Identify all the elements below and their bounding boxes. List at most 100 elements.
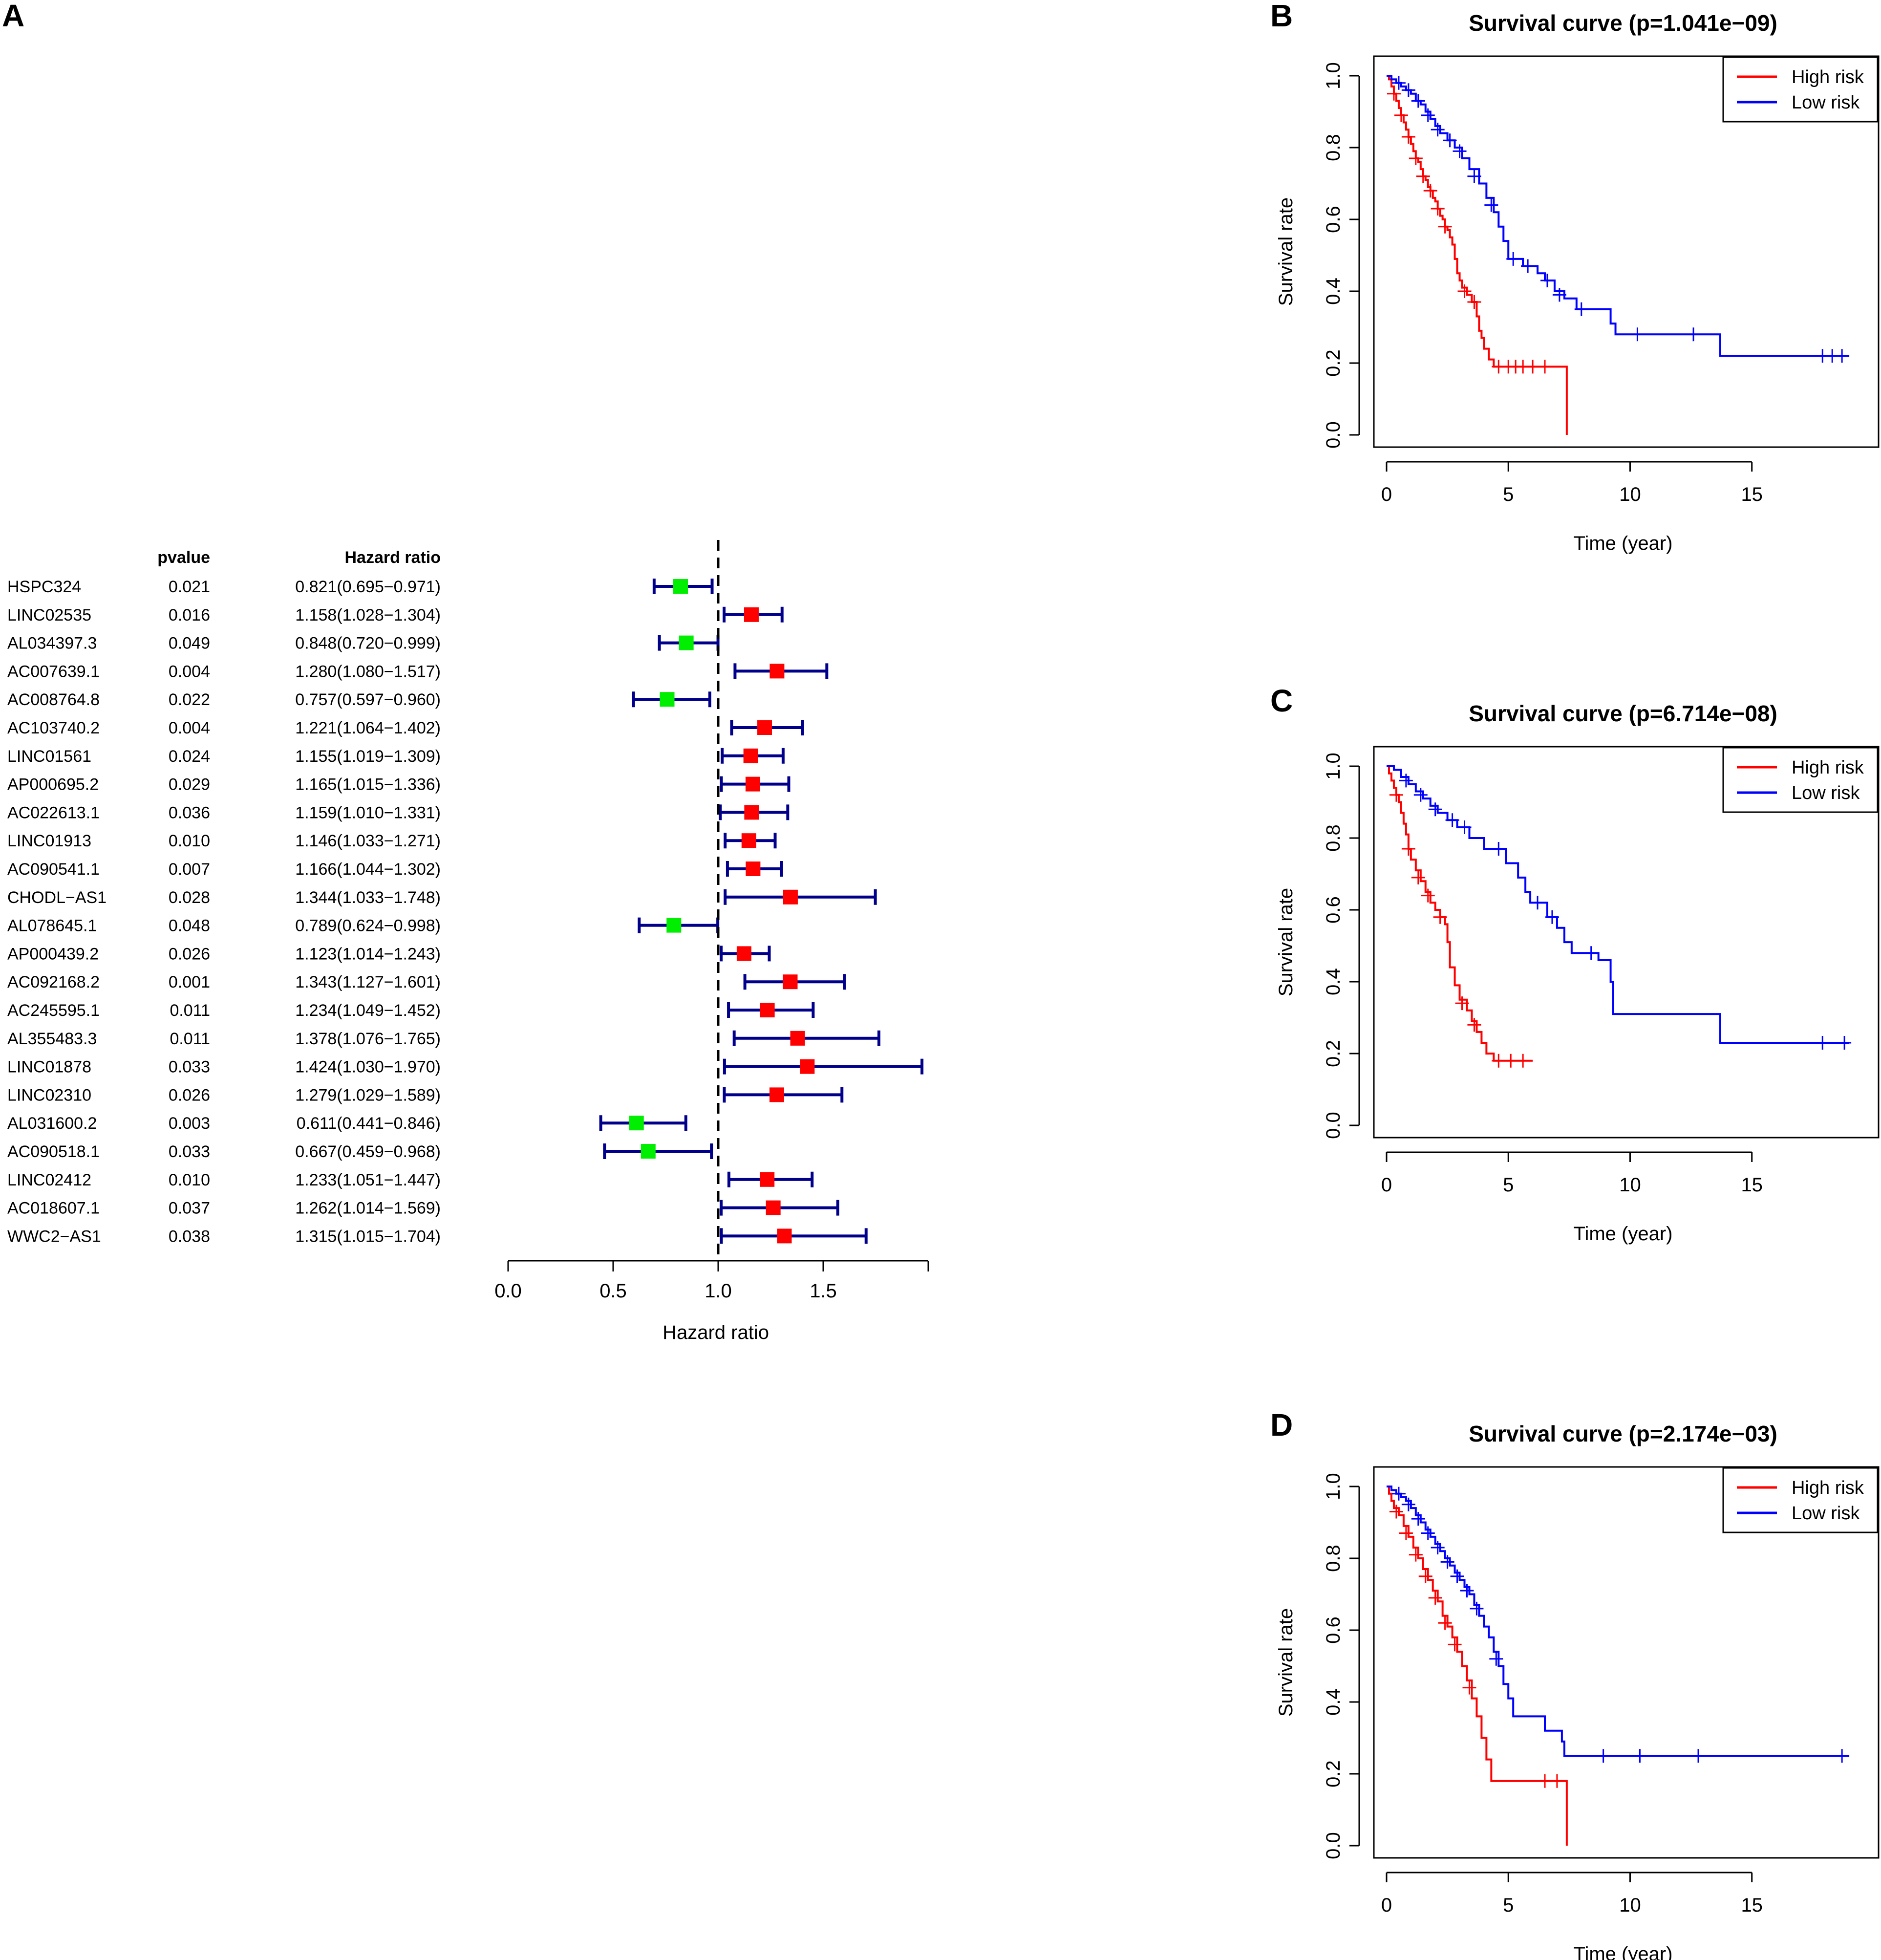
km-censor-mark xyxy=(1462,1680,1476,1695)
forest-hr-label: 1.424(1.030−1.970) xyxy=(295,1058,441,1077)
forest-pvalue-label: 0.026 xyxy=(169,945,210,963)
km-censor-mark xyxy=(1438,219,1452,234)
forest-row: HSPC324 0.021 0.821(0.695−0.971) xyxy=(7,578,714,596)
km-censor-mark xyxy=(1489,1652,1503,1666)
forest-row: LINC01913 0.010 1.146(1.033−1.271) xyxy=(7,832,777,850)
forest-row: AP000439.2 0.026 1.123(1.014−1.243) xyxy=(7,945,771,963)
km-y-tick-label: 0.4 xyxy=(1323,278,1344,305)
forest-hr-marker xyxy=(783,974,798,990)
km-legend-box xyxy=(1722,56,1879,123)
forest-gene-label: LINC02535 xyxy=(7,606,91,625)
forest-hr-label: 0.789(0.624−0.998) xyxy=(295,917,441,935)
forest-pvalue-label: 0.049 xyxy=(169,634,210,653)
km-censor-mark xyxy=(1457,284,1472,298)
km-censor-mark xyxy=(1409,151,1423,166)
km-censor-mark xyxy=(1470,1601,1484,1615)
forest-hr-label: 0.848(0.720−0.999) xyxy=(295,634,441,653)
km-censor-mark xyxy=(1421,888,1435,903)
forest-pvalue-label: 0.028 xyxy=(169,888,210,907)
km-censor-mark xyxy=(1484,198,1498,212)
forest-gene-label: AC022613.1 xyxy=(7,803,100,822)
km-censor-mark xyxy=(1450,1569,1464,1583)
forest-hr-marker xyxy=(777,1228,792,1244)
km-censor-mark xyxy=(1413,788,1428,802)
forest-row: LINC02310 0.026 1.279(1.029−1.589) xyxy=(7,1086,844,1104)
km-y-axis-title: Survival rate xyxy=(1275,1608,1297,1717)
forest-hr-label: 1.280(1.080−1.517) xyxy=(295,662,441,681)
forest-hr-label: 1.344(1.033−1.748) xyxy=(295,888,441,907)
km-censor-mark xyxy=(1540,273,1554,287)
forest-gene-label: AL034397.3 xyxy=(7,634,97,653)
forest-gene-label: LINC02412 xyxy=(7,1171,91,1189)
km-censor-mark xyxy=(1431,201,1445,215)
km-censor-mark xyxy=(1389,788,1403,802)
km-censor-mark xyxy=(1428,1591,1442,1605)
km-series-line xyxy=(1387,75,1850,357)
forest-pvalue-label: 0.011 xyxy=(170,1001,210,1020)
forest-header-hazard-ratio: Hazard ratio xyxy=(345,548,441,567)
km-x-tick-label: 0 xyxy=(1381,1895,1392,1916)
km-plot-frame xyxy=(1373,746,1880,1139)
forest-pvalue-label: 0.021 xyxy=(169,578,210,596)
forest-x-tick-label: 0.5 xyxy=(599,1280,627,1302)
km-censor-mark xyxy=(1467,169,1481,183)
forest-pvalue-label: 0.026 xyxy=(169,1086,210,1104)
forest-hr-label: 1.262(1.014−1.569) xyxy=(295,1199,441,1218)
km-legend-label: High risk xyxy=(1792,67,1864,87)
forest-pvalue-label: 0.003 xyxy=(169,1114,210,1133)
km-censor-mark xyxy=(1492,842,1506,856)
forest-plot: pvalue Hazard ratio HSPC324 0.021 0.821(0.… xyxy=(7,540,929,1343)
forest-hr-marker xyxy=(743,748,758,763)
forest-hr-marker xyxy=(744,805,759,820)
panel-letter-d: D xyxy=(1270,1407,1293,1443)
forest-pvalue-label: 0.007 xyxy=(169,860,210,879)
forest-row: AC245595.1 0.011 1.234(1.049−1.452) xyxy=(7,1001,815,1020)
forest-gene-label: LINC01878 xyxy=(7,1058,91,1077)
forest-gene-label: AC007639.1 xyxy=(7,662,100,681)
km-censor-mark xyxy=(1816,1035,1830,1050)
km-censor-mark xyxy=(1445,813,1459,827)
forest-hr-marker xyxy=(760,1172,775,1187)
forest-row: AC103740.2 0.004 1.221(1.064−1.402) xyxy=(7,719,804,737)
km-censor-mark xyxy=(1460,1584,1474,1598)
km-censor-mark xyxy=(1506,252,1520,266)
panel-letter-c: C xyxy=(1270,683,1293,718)
km-censor-mark xyxy=(1440,1555,1454,1569)
forest-pvalue-label: 0.024 xyxy=(169,747,210,766)
km-plot-b: Survival curve (p=1.041e−09) 0.0 0.2 0.4 0.6… xyxy=(1275,10,1880,554)
forest-x-tick-label: 1.0 xyxy=(705,1280,732,1302)
km-legend-label: Low risk xyxy=(1792,1503,1860,1524)
forest-hr-label: 1.159(1.010−1.331) xyxy=(295,803,441,822)
km-censor-mark xyxy=(1421,108,1435,122)
forest-hr-marker xyxy=(746,862,761,876)
km-censor-mark xyxy=(1411,870,1425,884)
km-censor-mark xyxy=(1687,327,1701,342)
forest-hr-marker xyxy=(736,946,751,961)
km-censor-mark xyxy=(1835,1749,1849,1763)
forest-hr-label: 1.158(1.028−1.304) xyxy=(295,606,441,625)
forest-row: AP000695.2 0.029 1.165(1.015−1.336) xyxy=(7,775,791,794)
forest-gene-label: AC090518.1 xyxy=(7,1142,100,1161)
km-y-tick-label: 0.0 xyxy=(1323,1112,1344,1139)
forest-pvalue-label: 0.033 xyxy=(169,1142,210,1161)
forest-gene-label: AC090541.1 xyxy=(7,860,100,879)
forest-gene-label: AL031600.2 xyxy=(7,1114,97,1133)
km-plot-frame xyxy=(1373,1466,1880,1859)
km-legend-label: High risk xyxy=(1792,1478,1864,1498)
forest-pvalue-label: 0.004 xyxy=(169,719,210,737)
km-x-tick-label: 10 xyxy=(1619,484,1641,505)
km-censor-mark xyxy=(1401,129,1415,144)
forest-gene-label: AC245595.1 xyxy=(7,1001,100,1020)
km-censor-mark xyxy=(1443,133,1457,148)
forest-hr-label: 0.667(0.459−0.968) xyxy=(295,1142,441,1161)
km-x-tick-label: 15 xyxy=(1741,484,1763,505)
km-censor-mark xyxy=(1574,302,1588,316)
km-censor-mark xyxy=(1387,86,1401,101)
km-censor-mark xyxy=(1409,1548,1423,1562)
forest-hr-label: 1.233(1.051−1.447) xyxy=(295,1171,441,1189)
forest-hr-marker xyxy=(673,579,688,594)
forest-row: AC090541.1 0.007 1.166(1.044−1.302) xyxy=(7,860,783,879)
km-y-tick-label: 0.0 xyxy=(1323,1832,1344,1859)
panel-letter-b: B xyxy=(1270,0,1293,33)
forest-pvalue-label: 0.004 xyxy=(169,662,210,681)
